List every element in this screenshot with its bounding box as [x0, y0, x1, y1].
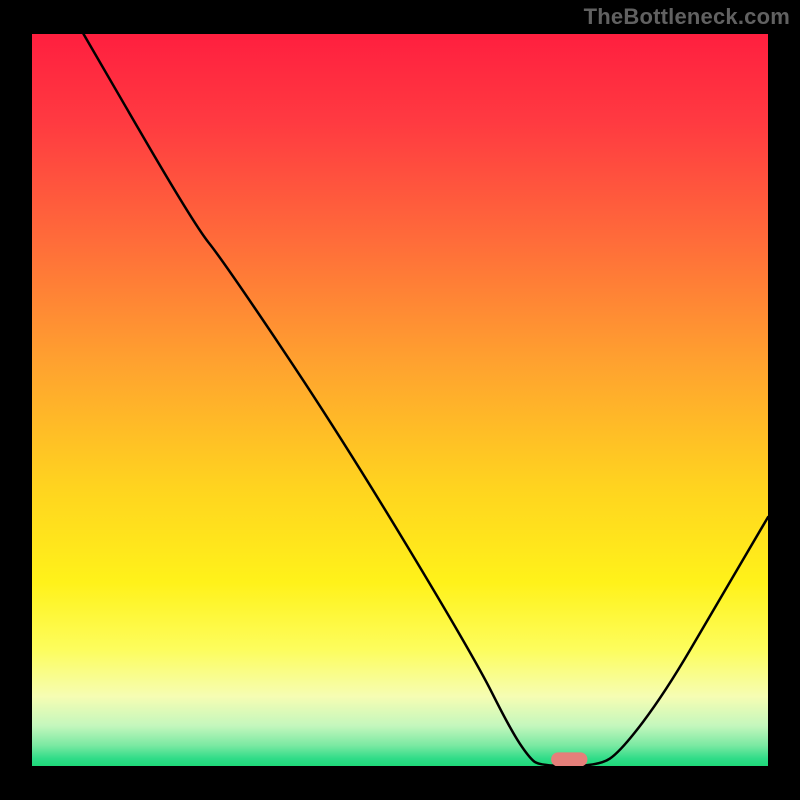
chart-svg [32, 34, 768, 766]
chart-plot-area [32, 34, 768, 766]
optimal-marker [552, 753, 587, 766]
gradient-background [32, 34, 768, 766]
watermark-text: TheBottleneck.com [584, 4, 790, 30]
